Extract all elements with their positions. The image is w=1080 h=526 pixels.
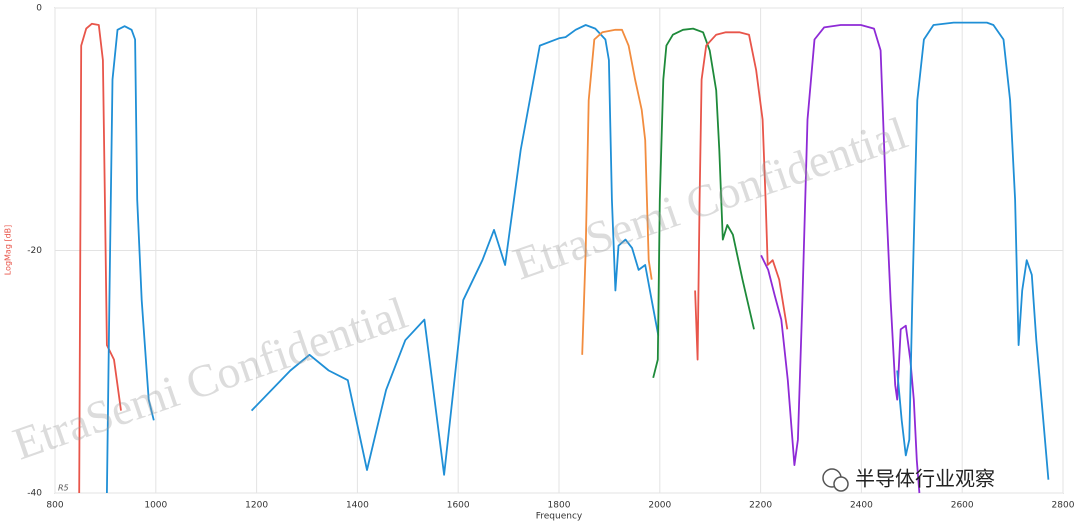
y-tick-label: 0: [36, 4, 42, 14]
y-axis-label: LogMag [dB]: [4, 225, 13, 276]
trace: [250, 24, 660, 476]
x-tick-label: 2600: [951, 501, 974, 511]
x-tick-label: 1200: [245, 501, 268, 511]
trace: [106, 25, 155, 494]
x-axis-label: Frequency: [536, 512, 583, 522]
x-tick-label: 1800: [548, 501, 571, 511]
x-tick-label: 1400: [346, 501, 369, 511]
y-tick-label: -20: [27, 246, 42, 256]
x-tick-label: 1600: [447, 501, 470, 511]
x-tick-label: 1000: [144, 501, 167, 511]
trace: [581, 28, 653, 355]
trace-label: R5: [58, 484, 69, 493]
ticks: 800 1000 1200 1400 1600 1800 2000 2200 2400 2600 2…: [27, 4, 1074, 511]
trace: [760, 24, 921, 494]
source-badge: 半导体行业观察: [822, 467, 995, 492]
trace: [78, 22, 122, 494]
grid: [54, 7, 1064, 494]
y-tick-label: -40: [27, 489, 42, 499]
source-icon: [833, 476, 849, 492]
x-tick-label: 800: [46, 501, 63, 511]
traces: [78, 21, 1050, 494]
x-tick-label: 2000: [648, 501, 671, 511]
x-tick-label: 2400: [850, 501, 873, 511]
trace: [896, 21, 1050, 480]
x-tick-label: 2800: [1052, 501, 1075, 511]
x-tick-label: 2200: [749, 501, 772, 511]
trace: [694, 31, 789, 361]
trace: [652, 27, 755, 379]
source-text: 半导体行业观察: [855, 467, 995, 491]
